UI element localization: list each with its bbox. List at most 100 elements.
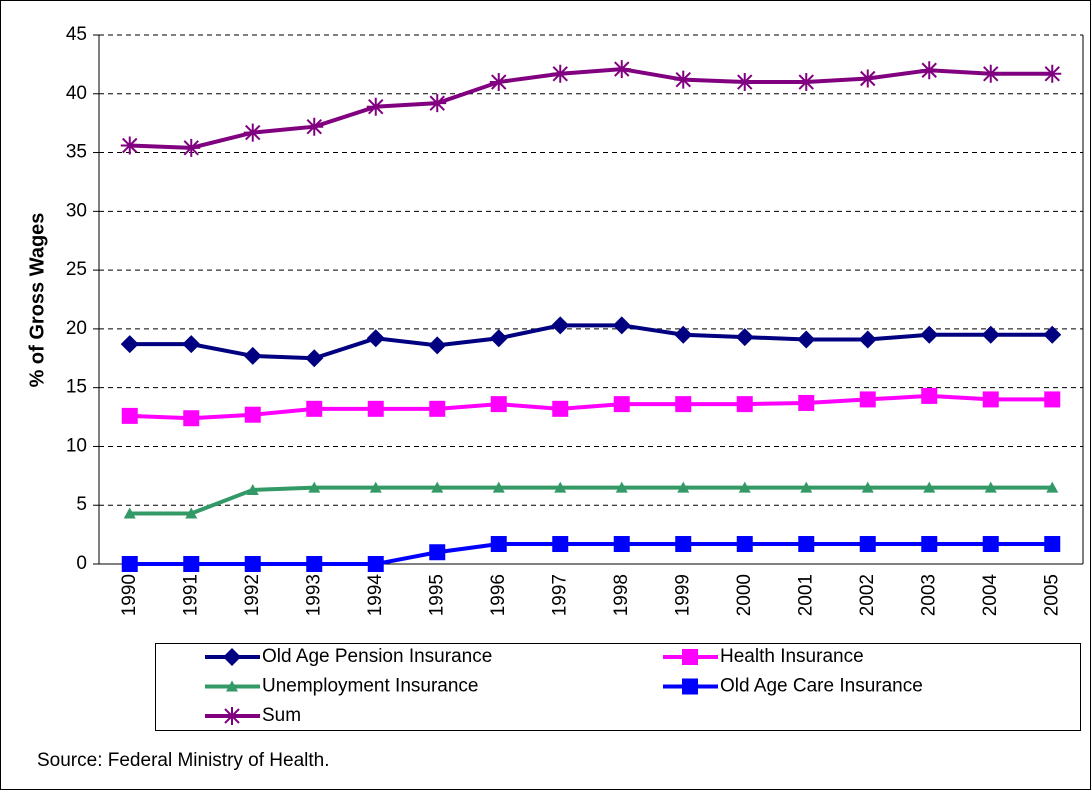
marker [305, 117, 324, 136]
marker [489, 329, 508, 348]
marker [920, 325, 939, 344]
x-tick-label: 1995 [426, 574, 447, 616]
x-tick-label: 2001 [795, 574, 816, 616]
y-tick-label: 30 [66, 200, 87, 221]
marker [121, 407, 138, 424]
marker [1044, 391, 1061, 408]
legend-label: Old Age Care Insurance [720, 676, 923, 697]
marker [1046, 481, 1059, 493]
marker [552, 400, 569, 417]
marker [858, 69, 877, 88]
y-tick-label: 25 [66, 259, 87, 280]
marker [367, 400, 384, 417]
y-tick-label: 45 [66, 24, 87, 45]
x-tick-label: 1992 [242, 574, 263, 616]
marker [490, 536, 507, 553]
marker [366, 97, 385, 116]
marker [736, 396, 753, 413]
marker [183, 410, 200, 427]
marker [736, 536, 753, 553]
y-axis-title: % of Gross Wages [26, 213, 48, 388]
marker [243, 123, 262, 142]
marker [675, 396, 692, 413]
marker [981, 64, 1000, 83]
marker [182, 138, 201, 157]
x-tick-label: 2005 [1041, 574, 1062, 616]
series-line [129, 485, 1053, 516]
marker [554, 481, 567, 493]
y-tick-label: 15 [66, 377, 87, 398]
marker [552, 536, 569, 553]
y-tick-label: 20 [66, 318, 87, 339]
marker [982, 391, 999, 408]
marker [431, 481, 444, 493]
series-line [129, 67, 1053, 150]
marker [923, 481, 936, 493]
legend-label: Health Insurance [720, 646, 864, 667]
marker [308, 481, 321, 493]
x-tick-label: 2003 [918, 574, 939, 616]
source-note: Source: Federal Ministry of Health. [37, 750, 330, 771]
x-tick-label: 2000 [734, 574, 755, 616]
marker [674, 70, 693, 89]
legend-label: Old Age Pension Insurance [262, 646, 492, 667]
marker [551, 316, 570, 335]
marker [738, 481, 751, 493]
marker [982, 536, 999, 553]
x-tick-label: 1991 [180, 574, 201, 616]
marker [861, 481, 874, 493]
marker [921, 387, 938, 404]
marker [735, 328, 754, 347]
marker [306, 556, 323, 572]
marker [677, 481, 690, 493]
marker [682, 678, 698, 695]
marker [1043, 64, 1062, 83]
marker [797, 330, 816, 349]
marker [613, 396, 630, 413]
marker [1044, 536, 1061, 553]
marker [859, 536, 876, 553]
marker [183, 556, 200, 572]
marker [366, 329, 385, 348]
marker [367, 556, 384, 572]
x-tick-label: 2004 [980, 574, 1001, 617]
marker [612, 60, 631, 79]
marker [120, 136, 139, 155]
marker [246, 483, 259, 495]
legend-box [155, 643, 1081, 731]
marker [244, 406, 261, 423]
marker [428, 94, 447, 113]
marker [981, 325, 1000, 344]
marker [797, 73, 816, 92]
marker [428, 336, 447, 355]
marker [798, 536, 815, 553]
marker [223, 707, 241, 725]
legend-label: Unemployment Insurance [262, 676, 479, 697]
y-tick-label: 10 [66, 435, 87, 456]
marker [682, 649, 698, 665]
marker [735, 73, 754, 92]
marker [798, 394, 815, 411]
y-tick-label: 40 [66, 83, 87, 104]
marker [243, 346, 262, 365]
x-tick-label: 1997 [549, 574, 570, 616]
x-tick-label: 1994 [365, 574, 386, 617]
x-tick-label: 2002 [857, 574, 878, 616]
marker [305, 349, 324, 368]
marker [490, 396, 507, 413]
series-line [129, 393, 1053, 421]
marker [489, 73, 508, 92]
y-tick-label: 5 [76, 494, 87, 515]
x-tick-label: 1996 [488, 574, 509, 616]
marker [859, 391, 876, 408]
series-line [129, 542, 1053, 566]
y-tick-label: 35 [66, 142, 87, 163]
marker [551, 64, 570, 83]
x-tick-label: 1999 [672, 574, 693, 616]
x-tick-label: 1993 [303, 574, 324, 616]
marker [123, 507, 136, 519]
series-line [129, 323, 1053, 361]
x-tick-label: 1990 [119, 574, 140, 616]
marker [984, 481, 997, 493]
